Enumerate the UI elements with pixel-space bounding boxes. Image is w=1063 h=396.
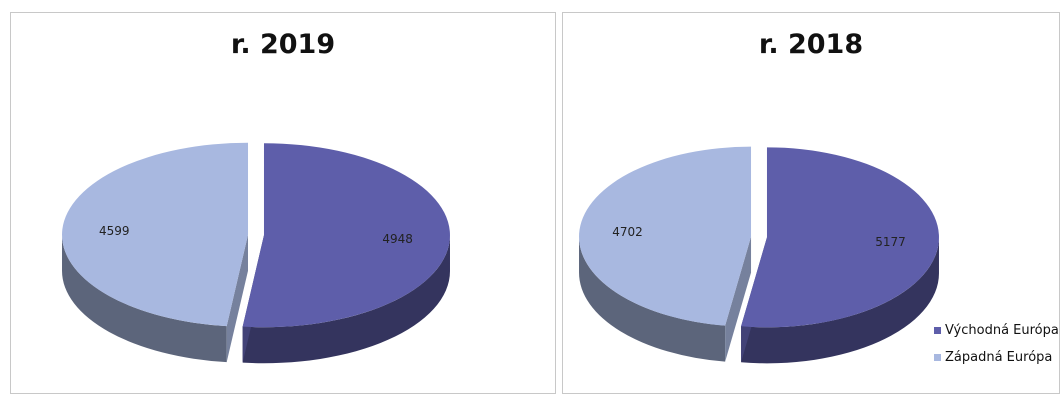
pie-slice-rim [62, 234, 227, 363]
chart-legend: Východná Európa Západná Európa [934, 320, 1059, 374]
legend-swatch [934, 354, 941, 361]
pie-slice-face [725, 236, 752, 362]
pie-slice-rim [579, 236, 726, 362]
chart-title: r. 2018 [758, 29, 864, 60]
pie-slice-top [242, 143, 450, 328]
pie-slice-top [741, 147, 939, 328]
chart-title: r. 2019 [230, 29, 336, 60]
legend-label: Východná Európa [945, 323, 1059, 338]
pie-slice-rim [242, 235, 450, 364]
pie-chart-2019: 4948 4599 [62, 142, 450, 364]
legend-label: Západná Európa [945, 350, 1053, 365]
data-label: 5177 [875, 235, 906, 249]
data-label: 4702 [612, 225, 643, 239]
chart-panel-2019: r. 2019 4948 4599 [10, 12, 556, 394]
pie-slice: 5177 [741, 147, 939, 364]
pie-slice: 4948 [242, 143, 450, 364]
legend-item-western: Západná Európa [934, 347, 1059, 368]
data-label: 4948 [382, 232, 413, 246]
pie-slice-rim [741, 237, 939, 364]
legend-item-eastern: Východná Európa [934, 320, 1059, 341]
pie-slice-face [226, 234, 249, 363]
pie-chart-2018: 5177 4702 [579, 146, 939, 364]
pie-slice: 4702 [579, 146, 752, 362]
pie-slice-top [579, 146, 752, 326]
chart-panel-2018: r. 2018 5177 4702 Východná Európa Západná… [562, 12, 1060, 394]
pie-slice: 4599 [62, 142, 249, 363]
pie-slice-top [62, 142, 249, 327]
data-label: 4599 [99, 224, 130, 238]
legend-swatch [934, 327, 941, 334]
